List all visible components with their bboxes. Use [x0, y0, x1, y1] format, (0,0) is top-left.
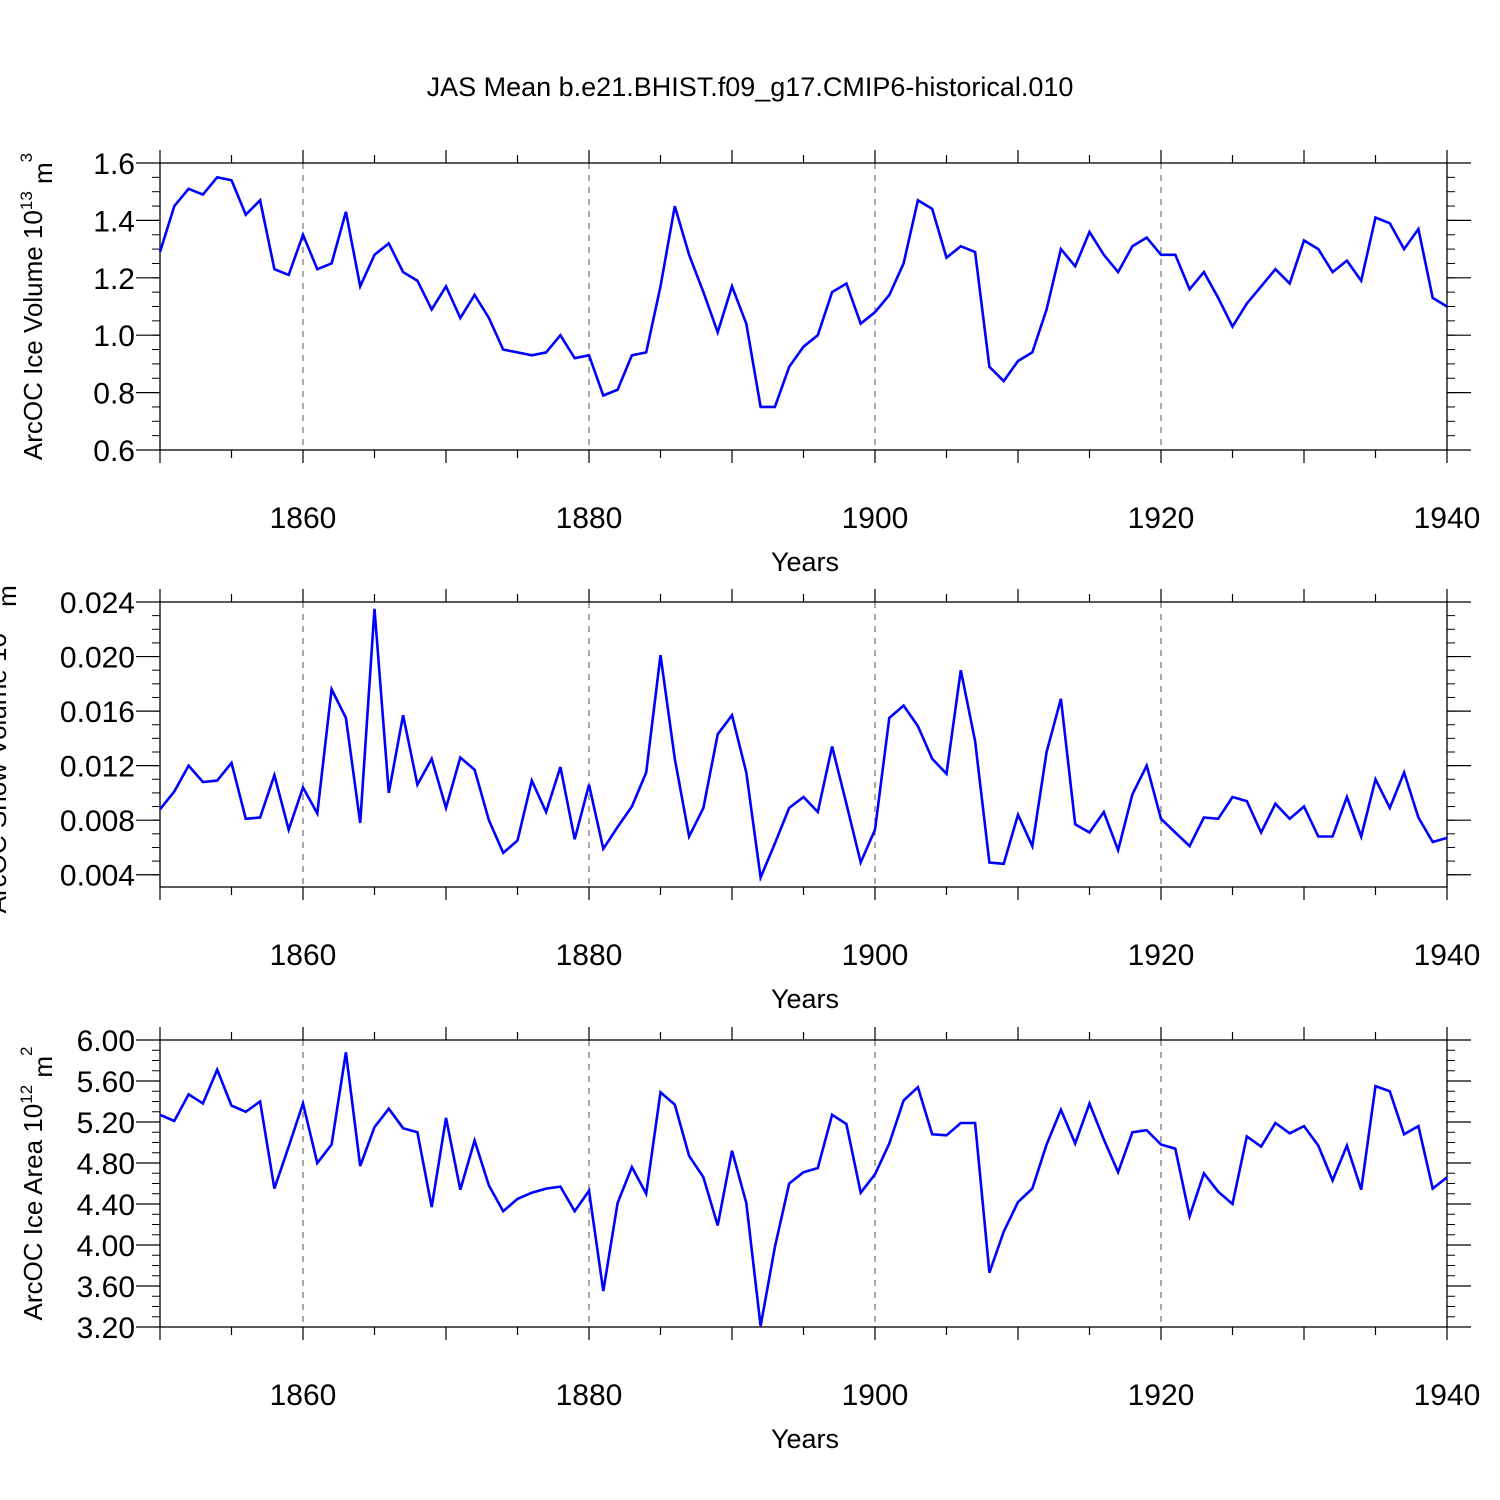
x-tick-label: 1860 [270, 1379, 337, 1412]
x-tick-label: 1860 [270, 502, 337, 535]
y-axis-label-ylabel-unit: m [28, 1056, 58, 1085]
y-axis-label-ylabel-exp: 12 [17, 1085, 36, 1104]
y-tick-label: 1.6 [93, 148, 135, 181]
y-axis-label: ArcOC Snow Volume 1013 m3 [0, 576, 22, 914]
y-axis-label-ylabel-unit: m [0, 585, 22, 614]
y-tick-label: 5.20 [77, 1107, 135, 1140]
y-tick-label: 0.008 [60, 805, 135, 838]
data-series-line [158, 175, 1448, 409]
y-tick-label: 1.4 [93, 205, 135, 238]
x-tick-label: 1940 [1414, 502, 1481, 535]
x-tick-label: 1860 [270, 939, 337, 972]
y-tick-label: 0.020 [60, 642, 135, 675]
x-axis-label: Years [771, 1424, 839, 1454]
y-axis-label: ArcOC Ice Area 1012 m2 [17, 1046, 58, 1320]
panel-2: 1860 1880 1900 1920 1940 Years 0.004 0.008 0.012… [0, 576, 1481, 1014]
panel-1: 1860 1880 1900 1920 1940 Years 0.6 0.8 1.0 1.2 1.4… [17, 148, 1480, 577]
y-axis-label-ylabel-unit-exp: 3 [17, 153, 36, 162]
data-series-line [158, 608, 1448, 883]
y-tick-label: 1.2 [93, 263, 135, 296]
x-axis-label: Years [771, 984, 839, 1014]
y-tick-label: 0.6 [93, 435, 135, 468]
y-tick-label: 3.60 [77, 1271, 135, 1304]
y-axis-label-ylabel-unit-exp: 2 [17, 1046, 36, 1055]
y-axis-label-ylabel: ArcOC Ice Volume 10 [18, 210, 48, 460]
x-tick-label: 1900 [842, 502, 909, 535]
y-tick-label: 0.004 [60, 860, 135, 893]
x-tick-label: 1920 [1128, 939, 1195, 972]
x-tick-label: 1940 [1414, 939, 1481, 972]
y-tick-label: 5.60 [77, 1066, 135, 1099]
panel-3: 1860 1880 1900 1920 1940 Years 3.20 3.60 4.00 4.4… [17, 1025, 1480, 1454]
y-axis-label: ArcOC Ice Volume 1013 m3 [17, 153, 58, 460]
y-axis-label-ylabel: ArcOC Snow Volume 10 [0, 633, 12, 913]
x-tick-label: 1940 [1414, 1379, 1481, 1412]
y-tick-label: 4.00 [77, 1230, 135, 1263]
x-tick-label: 1880 [556, 1379, 623, 1412]
y-axis-label-ylabel: ArcOC Ice Area 10 [18, 1104, 48, 1321]
x-tick-label: 1880 [556, 939, 623, 972]
y-tick-label: 0.024 [60, 587, 135, 620]
plot-frame [159, 601, 1448, 888]
data-series-line [159, 1052, 1448, 1327]
plot-frame [159, 162, 1448, 451]
y-tick-label: 0.8 [93, 378, 135, 411]
chart-title: JAS Mean b.e21.BHIST.f09_g17.CMIP6-histo… [427, 72, 1074, 102]
y-tick-label: 3.20 [77, 1312, 135, 1345]
x-tick-label: 1920 [1128, 502, 1195, 535]
y-tick-label: 4.80 [77, 1148, 135, 1181]
x-tick-label: 1900 [842, 939, 909, 972]
x-axis-label: Years [771, 547, 839, 577]
plot-frame [159, 1039, 1448, 1328]
y-tick-label: 0.016 [60, 696, 135, 729]
x-tick-label: 1880 [556, 502, 623, 535]
y-tick-label: 0.012 [60, 751, 135, 784]
y-tick-label: 6.00 [77, 1025, 135, 1058]
y-tick-label: 1.0 [93, 320, 135, 353]
y-tick-label: 4.40 [77, 1189, 135, 1222]
y-axis-label-ylabel-unit: m [28, 162, 58, 191]
x-tick-label: 1900 [842, 1379, 909, 1412]
y-axis-label-ylabel-exp: 13 [17, 191, 36, 210]
x-tick-label: 1920 [1128, 1379, 1195, 1412]
